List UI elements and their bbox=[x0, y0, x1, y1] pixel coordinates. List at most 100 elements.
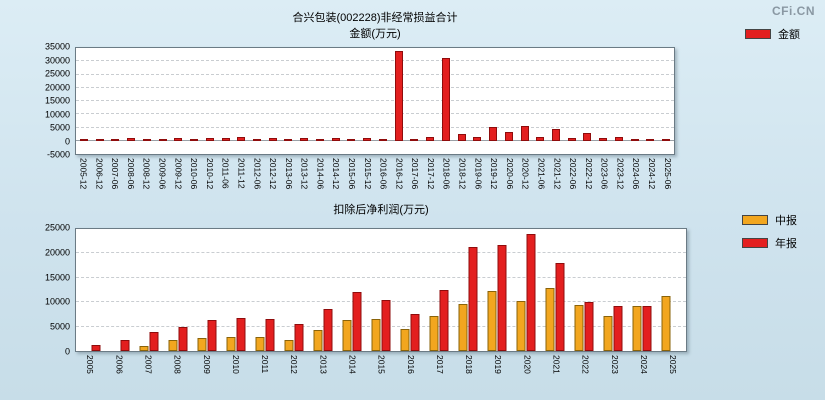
gridline bbox=[76, 113, 674, 115]
x-axis-tick-label: 2006 bbox=[114, 355, 125, 374]
x-axis-tick-label: 2025 bbox=[668, 355, 679, 374]
bar-年报 bbox=[468, 247, 478, 351]
x-axis-tick-label: 2009 bbox=[201, 355, 212, 374]
bar-中报 bbox=[458, 304, 468, 351]
bar-中报 bbox=[197, 338, 207, 351]
amount-chart-y-axis: -5000 0 5000 10000 15000 20000 25000 30000 35000 bbox=[18, 42, 70, 159]
bar-年报 bbox=[613, 305, 623, 351]
x-axis-tick-label: 2019 bbox=[493, 355, 504, 374]
x-axis-tick-label: 2014-12 bbox=[331, 158, 342, 190]
bar-中报 bbox=[226, 336, 236, 351]
bar-中报 bbox=[516, 300, 526, 351]
x-axis-tick-label: 2009-12 bbox=[173, 158, 184, 190]
bar-金额 bbox=[300, 137, 309, 141]
bar-金额 bbox=[237, 137, 246, 141]
x-axis-tick-label: 2009-06 bbox=[157, 158, 168, 190]
x-axis-tick-label: 2016-12 bbox=[394, 158, 405, 190]
bar-年报 bbox=[120, 340, 130, 351]
cfi-logo: CFi.CN bbox=[772, 4, 815, 18]
amount-chart-legend: 金额 bbox=[745, 26, 800, 49]
x-axis-tick-label: 2019-06 bbox=[473, 158, 484, 190]
x-axis-tick-label: 2018-06 bbox=[441, 158, 452, 190]
y-axis-tick-label: 30000 bbox=[44, 55, 70, 65]
gridline bbox=[76, 276, 686, 278]
bar-金额 bbox=[347, 138, 356, 141]
gridline bbox=[76, 60, 674, 62]
bar-金额 bbox=[174, 138, 183, 141]
bar-中报 bbox=[313, 329, 323, 351]
top-chart-title-line1: 合兴包装(002228)非经常损益合计 bbox=[292, 12, 458, 24]
annual-legend-label: 年报 bbox=[775, 238, 797, 250]
x-axis-tick-label: 2015 bbox=[376, 355, 387, 374]
interim-legend-label: 中报 bbox=[775, 215, 797, 227]
x-axis-tick-label: 2023-06 bbox=[599, 158, 610, 190]
x-axis-tick-label: 2016 bbox=[405, 355, 416, 374]
bar-金额 bbox=[205, 137, 214, 141]
bar-年报 bbox=[265, 319, 275, 351]
y-axis-tick-label: 5000 bbox=[49, 321, 70, 332]
bar-年报 bbox=[642, 305, 652, 351]
y-axis-tick-label: 10000 bbox=[44, 296, 70, 307]
x-axis-tick-label: 2020-12 bbox=[520, 158, 531, 190]
x-axis-tick-label: 2024 bbox=[638, 355, 649, 374]
y-axis-tick-label: 25000 bbox=[44, 68, 70, 79]
net-profit-chart-plot-area bbox=[75, 228, 687, 352]
y-axis-tick-label: 20000 bbox=[44, 247, 70, 258]
bar-金额 bbox=[190, 138, 199, 141]
gridline bbox=[76, 301, 686, 303]
bar-中报 bbox=[342, 320, 352, 351]
bar-金额 bbox=[394, 50, 403, 141]
x-axis-tick-label: 2021 bbox=[551, 355, 562, 374]
bar-中报 bbox=[255, 336, 265, 351]
bar-金额 bbox=[426, 137, 435, 141]
bar-年报 bbox=[178, 327, 188, 351]
x-axis-tick-label: 2010 bbox=[230, 355, 241, 374]
x-axis-tick-label: 2011-06 bbox=[220, 158, 231, 189]
x-axis-tick-label: 2017-12 bbox=[425, 158, 436, 190]
bar-年报 bbox=[381, 300, 391, 351]
bar-金额 bbox=[378, 138, 387, 141]
bar-金额 bbox=[284, 138, 293, 141]
bar-金额 bbox=[142, 138, 151, 141]
bar-金额 bbox=[410, 138, 419, 141]
legend-item-annual: 年报 bbox=[742, 235, 797, 251]
x-axis-tick-label: 2011-12 bbox=[236, 158, 247, 189]
bar-年报 bbox=[352, 292, 362, 351]
bar-中报 bbox=[545, 287, 555, 351]
amount-legend-swatch bbox=[745, 29, 771, 39]
bar-金额 bbox=[567, 138, 576, 141]
x-axis-tick-label: 2024-12 bbox=[646, 158, 657, 190]
bar-中报 bbox=[661, 296, 671, 351]
net-profit-chart-legend: 中报 年报 bbox=[742, 212, 797, 258]
bar-年报 bbox=[497, 244, 507, 351]
y-axis-tick-label: 25000 bbox=[44, 222, 70, 233]
y-axis-tick-label: 20000 bbox=[44, 82, 70, 92]
x-axis-tick-label: 2016-06 bbox=[378, 158, 389, 190]
y-axis-tick-label: 0 bbox=[64, 346, 70, 357]
bar-年报 bbox=[439, 289, 449, 351]
gridline bbox=[76, 73, 674, 75]
bar-年报 bbox=[149, 332, 159, 351]
bar-年报 bbox=[207, 319, 217, 351]
amount-legend-label: 金额 bbox=[778, 29, 800, 41]
x-axis-tick-label: 2014 bbox=[347, 355, 358, 374]
bar-金额 bbox=[127, 138, 136, 141]
x-axis-tick-label: 2018-12 bbox=[457, 158, 468, 190]
x-axis-tick-label: 2007-06 bbox=[110, 158, 121, 190]
bar-中报 bbox=[284, 339, 294, 351]
bar-金额 bbox=[363, 138, 372, 141]
bar-中报 bbox=[400, 328, 410, 351]
bar-中报 bbox=[371, 319, 381, 351]
x-axis-tick-label: 2025-06 bbox=[662, 158, 673, 190]
bar-年报 bbox=[323, 308, 333, 351]
x-axis-tick-label: 2017-06 bbox=[410, 158, 421, 190]
x-axis-tick-label: 2019-12 bbox=[489, 158, 500, 190]
bar-金额 bbox=[536, 137, 545, 141]
x-axis-tick-label: 2024-06 bbox=[631, 158, 642, 190]
legend-item-interim: 中报 bbox=[742, 212, 797, 228]
y-axis-tick-label: -5000 bbox=[46, 149, 70, 160]
y-axis-tick-label: 15000 bbox=[44, 272, 70, 283]
gridline bbox=[76, 325, 686, 327]
x-axis-tick-label: 2013-06 bbox=[283, 158, 294, 190]
bar-中报 bbox=[632, 306, 642, 351]
